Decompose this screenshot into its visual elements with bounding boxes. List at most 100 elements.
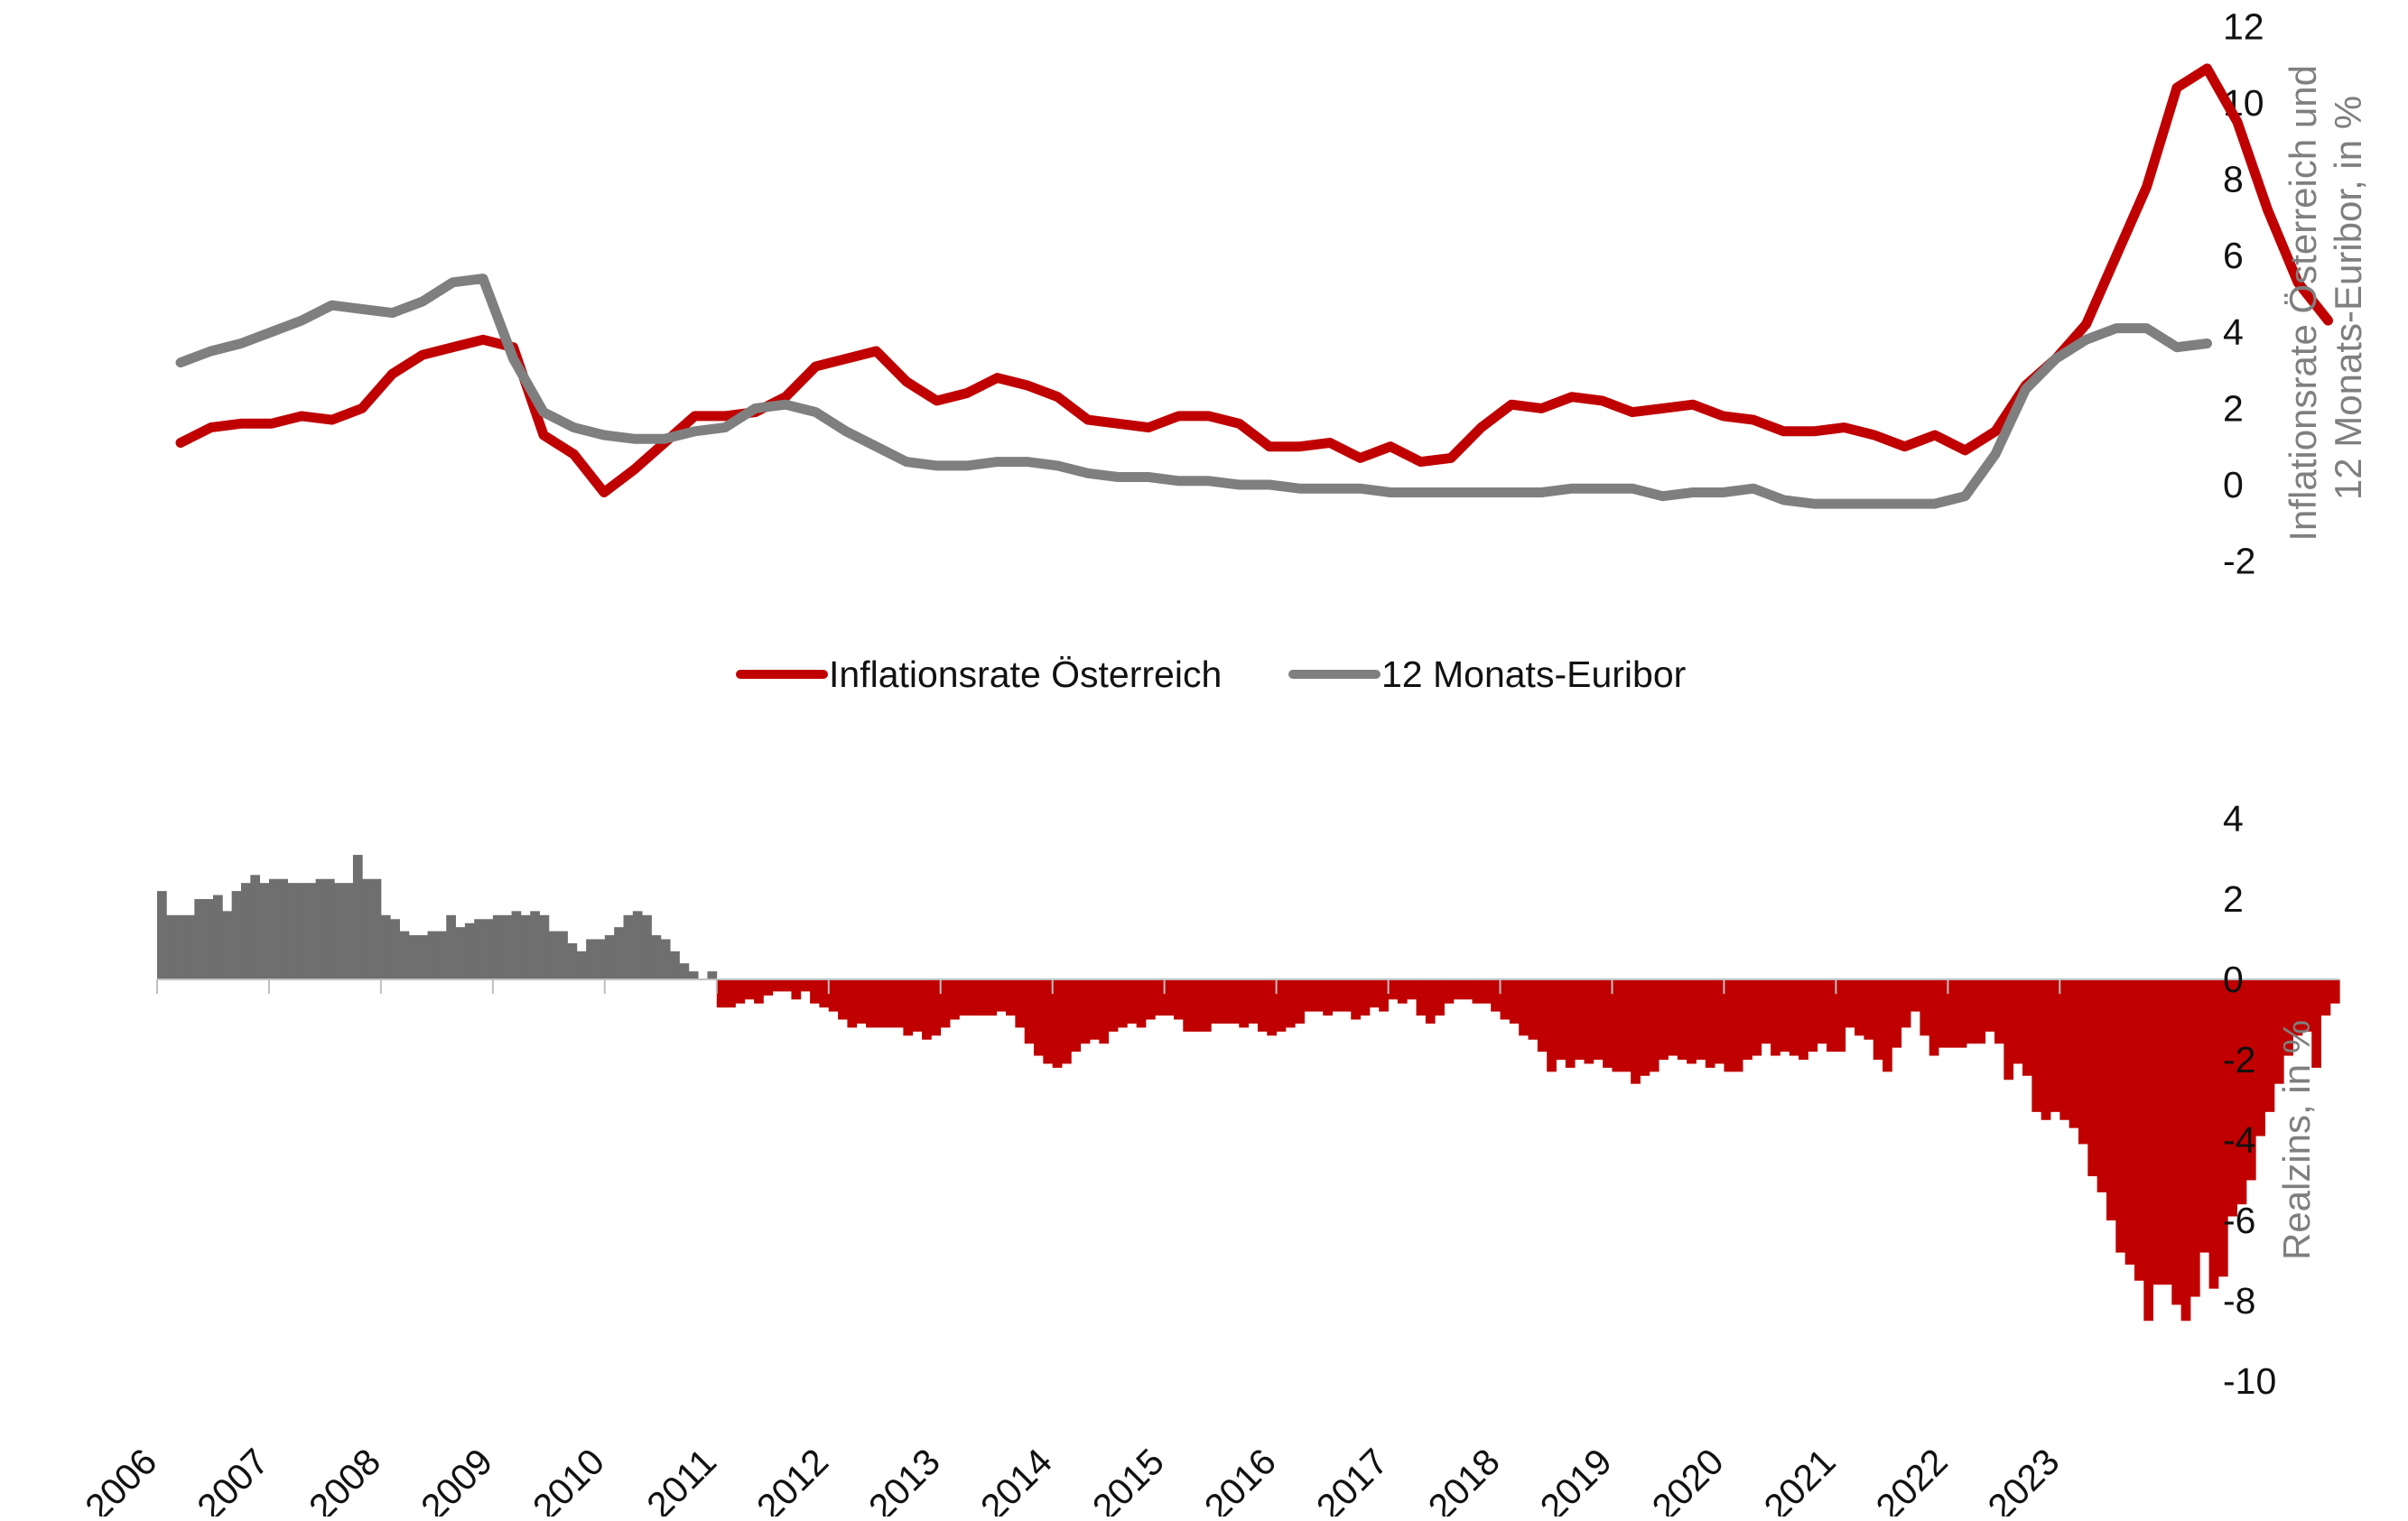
realzins-bar: [2134, 979, 2144, 1281]
realzins-bar: [1827, 979, 1836, 1053]
realzins-bar: [670, 951, 680, 979]
realzins-bar: [492, 914, 503, 979]
bar-chart-y-tick-label: -10: [2223, 1360, 2276, 1402]
realzins-bar: [2022, 979, 2032, 1076]
bar-chart-y-axis-title: Realzins, in %: [2275, 1020, 2318, 1260]
realzins-bar: [2106, 979, 2116, 1220]
realzins-bar: [2031, 979, 2042, 1112]
realzins-bar: [1173, 979, 1184, 1020]
realzins-bar: [1901, 979, 1911, 1028]
realzins-bar: [856, 979, 867, 1024]
realzins-bar: [2320, 979, 2331, 1016]
realzins-bar: [1183, 979, 1194, 1032]
realzins-bar: [1929, 979, 1939, 1056]
realzins-bar: [1537, 979, 1548, 1053]
realzins-bar: [1127, 979, 1138, 1024]
realzins-bar: [474, 919, 484, 979]
year-label: 2016: [1196, 1441, 1284, 1516]
realzins-bar: [1845, 979, 1855, 1028]
realzins-bar: [1575, 979, 1585, 1060]
realzins-bar: [1715, 979, 1725, 1064]
realzins-bar: [306, 883, 317, 979]
realzins-bar: [2255, 979, 2265, 1136]
realzins-bar: [2041, 979, 2051, 1120]
realzins-bar: [1276, 979, 1287, 1032]
realzins-bar: [1313, 979, 1324, 1012]
realzins-bar: [1239, 979, 1250, 1028]
realzins-bar: [2264, 979, 2275, 1112]
realzins-bar: [1631, 979, 1641, 1084]
bar-chart-x-ticks: [156, 979, 2061, 994]
realzins-bar: [483, 919, 494, 979]
legend-label-euribor: 12 Monats-Euribor: [1381, 654, 1686, 695]
realzins-bar: [866, 979, 876, 1028]
realzins-bar: [278, 878, 289, 979]
realzins-bar: [1659, 979, 1669, 1060]
realzins-bar: [558, 931, 568, 979]
realzins-bar: [1873, 979, 1883, 1060]
realzins-bar: [1071, 979, 1082, 1053]
realzins-bar: [567, 942, 578, 979]
realzins-bar: [1957, 979, 1967, 1048]
realzins-bar: [250, 875, 261, 979]
realzins-bar: [1911, 979, 1920, 1012]
realzins-bar: [1481, 979, 1492, 1004]
realzins-bar: [1621, 979, 1632, 1072]
realzins-bar: [2162, 979, 2172, 1285]
bar-chart-y-tick-label: -2: [2223, 1039, 2255, 1080]
realzins-bar: [1267, 979, 1277, 1036]
line-chart-y-tick-label: 2: [2223, 387, 2244, 429]
realzins-bar: [1201, 979, 1212, 1032]
realzins-bar: [1603, 979, 1613, 1068]
realzins-bar: [1090, 979, 1100, 1040]
legend-label-inflation: Inflationsrate Österreich: [829, 654, 1222, 695]
realzins-bar: [2236, 979, 2247, 1205]
realzins-bar: [1164, 979, 1175, 1016]
realzins-bar: [1817, 979, 1827, 1044]
realzins-bar: [1761, 979, 1771, 1044]
realzins-bar: [1332, 979, 1343, 1012]
realzins-bar: [1341, 979, 1352, 1012]
realzins-bar: [511, 911, 522, 979]
realzins-bar: [390, 919, 400, 979]
year-label: 2015: [1084, 1441, 1172, 1516]
realzins-bar: [614, 927, 624, 979]
realzins-bar: [427, 931, 438, 979]
year-label: 2007: [189, 1441, 276, 1516]
realzins-bar: [903, 979, 914, 1036]
line-chart-y-axis-title-line-1: Inflationsrate Österreich und: [2282, 65, 2324, 542]
realzins-bar: [726, 979, 736, 1008]
realzins-bar: [894, 979, 904, 1028]
realzins-bar: [1136, 979, 1147, 1028]
realzins-bar: [287, 883, 298, 979]
realzins-bar: [1425, 979, 1436, 1024]
line-chart-series: [175, 63, 2333, 509]
line-chart-y-axis-title: Inflationsrate Österreich und 12 Monats-…: [2282, 54, 2369, 541]
realzins-bar: [1985, 979, 1995, 1032]
realzins-bar: [1584, 979, 1594, 1064]
realzins-bar: [1444, 979, 1455, 1004]
realzins-bar: [1612, 979, 1622, 1072]
realzins-bar: [623, 914, 634, 979]
realzins-bar: [1547, 979, 1557, 1072]
realzins-bar: [1705, 979, 1715, 1068]
realzins-bar: [2059, 979, 2070, 1120]
realzins-bar: [2227, 979, 2237, 1217]
realzins-bar: [651, 935, 662, 979]
realzins-bar: [800, 979, 811, 992]
realzins-bar: [1351, 979, 1361, 1020]
realzins-bar: [735, 979, 746, 1004]
realzins-bar: [1108, 979, 1119, 1032]
year-label: 2014: [972, 1441, 1060, 1516]
realzins-bar: [464, 923, 475, 979]
realzins-bar: [268, 878, 279, 979]
legend-item-euribor: 12 Monats-Euribor: [1288, 654, 1686, 695]
realzins-bar: [1500, 979, 1511, 1020]
realzins-bar: [1491, 979, 1501, 1012]
realzins-bar: [1966, 979, 1976, 1044]
bar-chart-y-ticks: -10 -8 -6 -4 -2 0 2 4: [2223, 798, 2276, 1402]
bar-chart-y-tick-label: -6: [2223, 1200, 2255, 1241]
realzins-bar: [772, 979, 783, 992]
